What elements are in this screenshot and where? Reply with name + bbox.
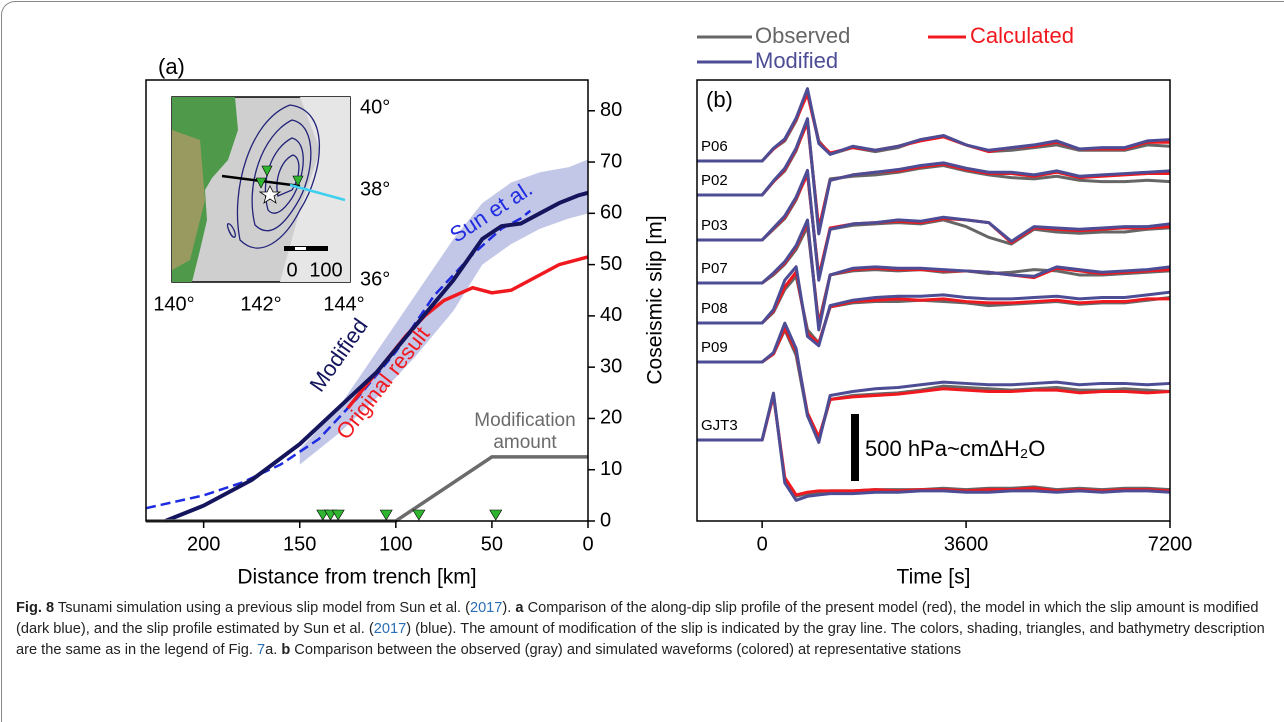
caption-figure-number: Fig. 8	[16, 600, 54, 616]
caption-panel-label: a	[515, 600, 523, 616]
caption-text: Tsunami simulation using a previous slip…	[54, 600, 470, 616]
caption-text: ).	[502, 600, 515, 616]
caption-figure-link[interactable]: 7	[257, 642, 265, 658]
caption: Fig. 8 Tsunami simulation using a previo…	[16, 598, 1266, 661]
caption-reference[interactable]: 2017	[374, 621, 406, 637]
caption-reference[interactable]: 2017	[470, 600, 502, 616]
page: (a)Sun et al.Original resultModifiedModi…	[0, 0, 1284, 708]
caption-panel-label: b	[281, 642, 290, 658]
caption-text: a.	[265, 642, 281, 658]
caption-text: Comparison between the observed (gray) a…	[290, 642, 961, 658]
